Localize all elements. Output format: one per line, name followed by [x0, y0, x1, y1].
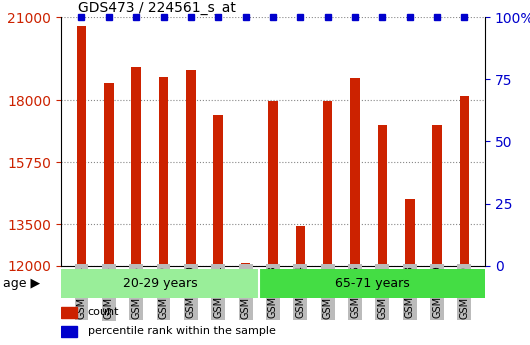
Text: GSM10368: GSM10368	[405, 266, 414, 318]
Text: GSM10355: GSM10355	[104, 266, 114, 319]
Text: GSM10361: GSM10361	[213, 266, 223, 318]
Bar	[186, 70, 196, 266]
Text: percentile rank within the sample: percentile rank within the sample	[87, 326, 276, 336]
Bar	[405, 199, 414, 266]
Bar	[460, 96, 469, 266]
Bar	[159, 77, 169, 266]
Text: GSM10363: GSM10363	[268, 266, 278, 318]
Text: GSM10354: GSM10354	[76, 266, 86, 318]
Text: GSM10367: GSM10367	[377, 266, 387, 318]
Bar	[61, 326, 77, 337]
Text: age ▶: age ▶	[3, 277, 40, 290]
Bar	[350, 78, 360, 266]
Bar	[259, 269, 485, 298]
Bar	[296, 226, 305, 266]
Bar	[61, 269, 259, 298]
Text: count: count	[87, 307, 119, 317]
Bar	[214, 115, 223, 266]
Text: GSM10364: GSM10364	[295, 266, 305, 318]
Text: GSM10365: GSM10365	[323, 266, 333, 318]
Text: 20-29 years: 20-29 years	[122, 277, 197, 290]
Bar	[241, 263, 250, 266]
Text: GSM10360: GSM10360	[186, 266, 196, 318]
Bar	[77, 26, 86, 266]
Bar	[61, 307, 77, 318]
Bar	[268, 101, 278, 266]
Text: GSM10356: GSM10356	[131, 266, 141, 318]
Bar	[432, 125, 442, 266]
Text: GSM10369: GSM10369	[432, 266, 442, 318]
Bar	[377, 125, 387, 266]
Text: GSM10359: GSM10359	[158, 266, 169, 318]
Text: GSM10370: GSM10370	[460, 266, 470, 318]
Text: GDS473 / 224561_s_at: GDS473 / 224561_s_at	[78, 1, 236, 15]
Text: GSM10362: GSM10362	[241, 266, 251, 318]
Text: GSM10366: GSM10366	[350, 266, 360, 318]
Text: 65-71 years: 65-71 years	[334, 277, 409, 290]
Bar	[104, 83, 113, 266]
Bar	[323, 101, 332, 266]
Bar	[131, 67, 141, 266]
